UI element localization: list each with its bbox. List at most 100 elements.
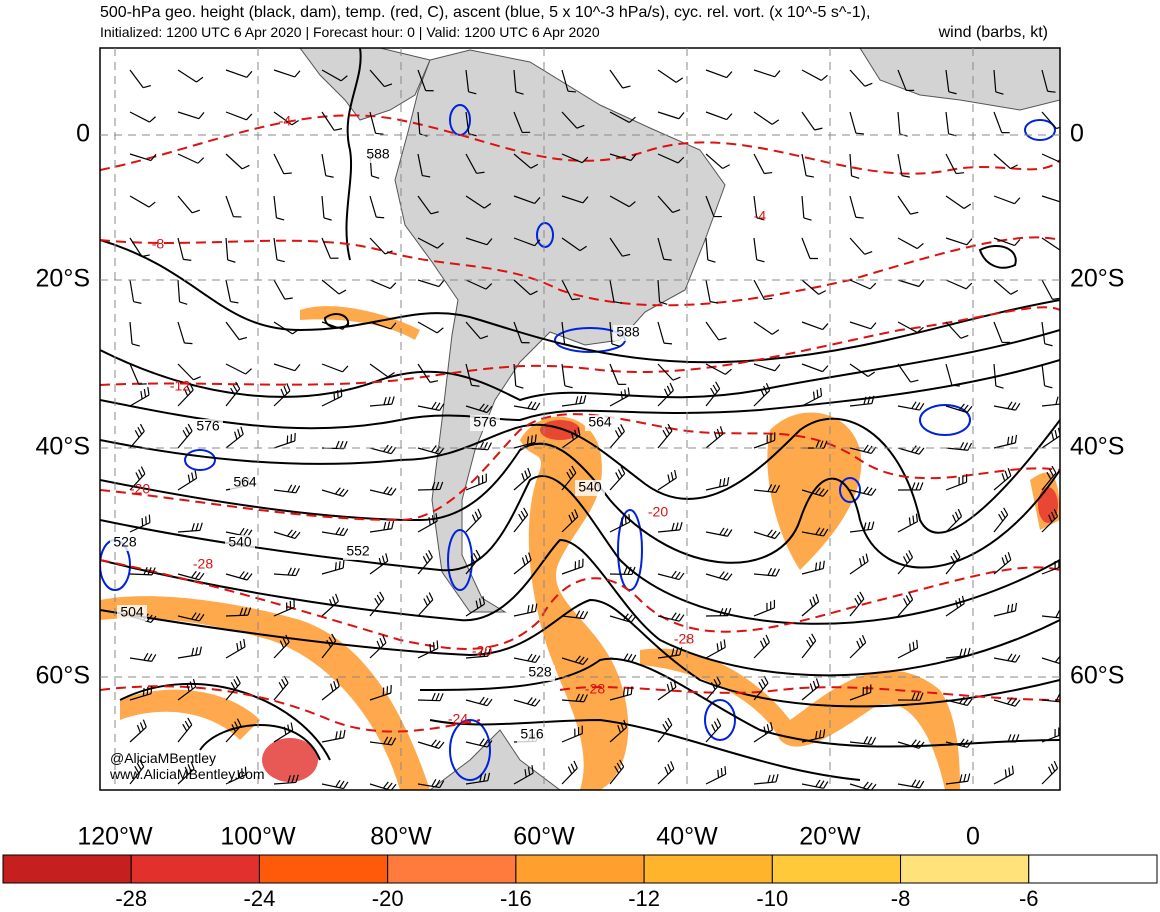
barb-flag: [571, 298, 581, 301]
barb-flag: [186, 385, 191, 394]
barb-flag: [815, 440, 820, 449]
barb-staff: [897, 237, 918, 250]
barb-flag: [963, 203, 972, 210]
barb-flag: [139, 722, 144, 731]
barb-flag: [287, 724, 290, 733]
barb-flag: [143, 652, 149, 661]
barb-flag: [862, 555, 866, 564]
barb-flag: [963, 442, 969, 451]
barb-flag: [230, 682, 236, 690]
barb-staff: [945, 111, 950, 134]
barb-flag: [864, 82, 873, 87]
wind-barbs: [129, 69, 1060, 790]
barb-flag: [524, 470, 529, 479]
barb-staff: [705, 69, 727, 79]
barb-flag: [335, 527, 341, 535]
barb-staff: [705, 153, 723, 169]
barb-flag: [763, 726, 767, 735]
barb-flag: [482, 596, 486, 605]
barb-flag: [716, 643, 719, 652]
label-bg: [117, 605, 147, 621]
barb-staff: [801, 153, 807, 176]
barb-flag: [1059, 249, 1060, 250]
barb-flag: [1011, 654, 1017, 662]
barb-flag: [527, 605, 530, 614]
barb-flag: [908, 592, 914, 600]
barb-flag: [335, 440, 340, 449]
barb-staff: [849, 237, 866, 255]
barb-staff: [321, 279, 340, 295]
lat-label: 0: [76, 120, 90, 148]
barb-flag: [573, 760, 578, 769]
barb-flag: [422, 556, 428, 564]
barb-flag: [809, 683, 814, 692]
barb-flag: [475, 600, 479, 609]
barb-staff: [1041, 69, 1049, 92]
temp-label: -4: [754, 208, 767, 224]
barb-flag: [390, 488, 397, 496]
barb-flag: [959, 738, 965, 746]
barb-staff: [849, 69, 866, 87]
barb-flag: [774, 531, 781, 539]
colorbar-label: -24: [244, 886, 276, 911]
barb-flag: [919, 402, 925, 411]
label-bg: [575, 480, 605, 496]
title: 500-hPa geo. height (black, dam), temp. …: [100, 4, 870, 21]
barb-flag: [342, 729, 346, 738]
barb-flag: [961, 595, 965, 604]
barb-flag: [283, 726, 287, 735]
barb-flag: [912, 641, 915, 650]
barb-flag: [856, 640, 861, 649]
barb-staff: [465, 69, 470, 92]
barb-flag: [716, 718, 722, 726]
barb-flag: [726, 477, 730, 486]
barb-flag: [576, 124, 585, 129]
barb-flag: [287, 775, 291, 784]
barb-flag: [136, 724, 141, 733]
barb-flag: [384, 83, 393, 88]
barb-flag: [620, 466, 626, 474]
barb-staff: [513, 279, 531, 296]
barb-flag: [530, 435, 533, 444]
barb-flag: [334, 562, 337, 571]
barb-flag: [867, 396, 871, 405]
barb-flag: [664, 720, 670, 729]
barb-flag: [901, 175, 910, 178]
barb-staff: [705, 321, 720, 341]
barb-flag: [765, 634, 770, 643]
barb-flag: [534, 603, 538, 612]
barb-flag: [487, 442, 492, 451]
barb-flag: [192, 678, 197, 687]
lon-label: 100°W: [220, 823, 296, 851]
barb-flag: [276, 259, 285, 263]
barb-flag: [818, 730, 822, 739]
barb-staff: [369, 237, 386, 255]
barb-flag: [1003, 507, 1009, 516]
colorbar-swatch: [387, 854, 517, 884]
barb-staff: [513, 195, 535, 205]
lat-label: 60°S: [1070, 662, 1124, 690]
barb-flag: [291, 567, 296, 576]
barb-flag: [1010, 435, 1014, 444]
barb-flag: [659, 301, 668, 305]
barb-flag: [439, 780, 445, 788]
barb-flag: [376, 216, 385, 219]
barb-flag: [570, 431, 574, 441]
barb-flag: [371, 175, 380, 179]
barb-flag: [822, 489, 829, 497]
barb-flag: [720, 767, 723, 777]
barb-staff: [609, 153, 632, 162]
barb-flag: [867, 736, 873, 745]
barb-staff: [705, 279, 711, 302]
barb-flag: [567, 766, 573, 775]
barb-flag: [534, 239, 541, 247]
barb-flag: [574, 429, 578, 438]
barb-flag: [1011, 734, 1016, 743]
barb-flag: [667, 474, 671, 483]
barb-flag: [338, 289, 347, 295]
temp-label: -28: [674, 631, 694, 647]
barb-flag: [952, 552, 958, 561]
barb-staff: [657, 237, 665, 260]
barb-flag: [627, 387, 630, 396]
barb-flag: [963, 648, 967, 657]
